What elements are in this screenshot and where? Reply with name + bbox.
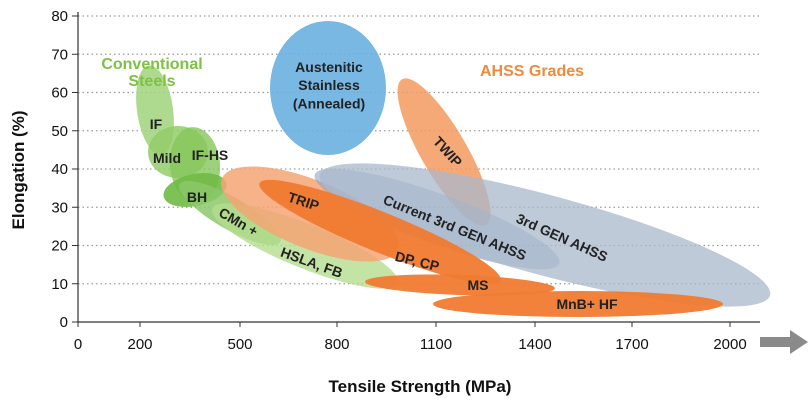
group-label-line: Conventional — [101, 56, 202, 73]
region-label-mild: Mild — [153, 150, 181, 166]
y-tick-label: 40 — [51, 161, 68, 178]
group-label-line: Steels — [128, 73, 175, 90]
region-label-line: IF — [150, 116, 163, 132]
region-ellipse-dp-cp — [259, 179, 501, 285]
region-label-if: IF — [150, 116, 163, 132]
y-tick-label: 60 — [51, 85, 68, 102]
y-tick-label: 20 — [51, 238, 68, 255]
group-label-line: AHSS Grades — [480, 63, 584, 80]
y-tick-label: 0 — [60, 314, 68, 331]
x-tick-label: 1100 — [420, 336, 452, 353]
region-label-line: (Annealed) — [293, 95, 365, 111]
y-tick-label: 50 — [51, 123, 68, 140]
y-tick-label: 80 — [51, 8, 68, 25]
y-tick-label: 70 — [51, 46, 68, 63]
region-label-austenitic-stainless-annealed: Austenitic Stainless (Annealed) — [293, 59, 365, 111]
region-label-ms: MS — [468, 277, 489, 293]
steel-regions — [136, 21, 771, 317]
y-tick-label: 10 — [51, 276, 68, 293]
x-tick-label: 1700 — [615, 336, 648, 353]
region-ellipse-ms — [365, 274, 555, 296]
region-label-mnb-hf: MnB+ HF — [556, 296, 618, 312]
y-tick-label: 30 — [51, 199, 68, 216]
x-tick-label: 500 — [227, 336, 252, 353]
x-tick-label: 1400 — [518, 336, 551, 353]
group-label-ahss-grades: AHSS Grades — [480, 63, 584, 80]
region-label-line: Stainless — [298, 77, 360, 93]
x-tick-label: 2000 — [713, 336, 746, 353]
x-axis-title: Tensile Strength (MPa) — [329, 377, 512, 396]
y-axis-title: Elongation (%) — [9, 111, 28, 230]
region-label-line: Austenitic — [295, 59, 363, 75]
x-axis-arrow-shaft — [760, 337, 792, 347]
x-tick-label: 0 — [74, 336, 82, 353]
region-label-if-hs: IF-HS — [192, 147, 229, 163]
region-label-line: MS — [468, 277, 489, 293]
group-label-conventional-steels: Conventional Steels — [101, 56, 202, 90]
region-label-bh: BH — [187, 189, 207, 205]
region-label-line: Mild — [153, 150, 181, 166]
region-ellipse-mnb-hf — [433, 291, 723, 317]
x-axis-arrow — [760, 330, 808, 354]
x-tick-label: 800 — [324, 336, 349, 353]
region-label-line: MnB+ HF — [556, 296, 618, 312]
region-label-line: BH — [187, 189, 207, 205]
region-ellipse-3rd-gen-ahss — [319, 163, 771, 307]
region-label-line: IF-HS — [192, 147, 229, 163]
region-ellipse-austenitic-stainless-annealed — [270, 21, 386, 155]
x-axis-arrow-head — [790, 330, 808, 354]
x-tick-label: 200 — [127, 336, 152, 353]
